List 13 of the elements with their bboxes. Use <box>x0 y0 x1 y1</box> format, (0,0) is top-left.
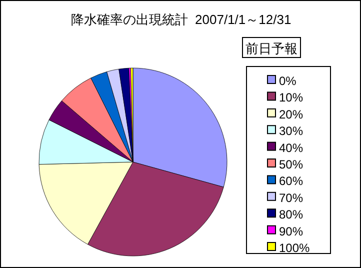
legend-label: 40% <box>279 140 304 155</box>
legend-title: 前日予報 <box>246 41 298 56</box>
legend-label: 80% <box>279 208 304 222</box>
legend-label: 30% <box>279 124 304 138</box>
legend-label: 100% <box>279 241 310 255</box>
legend-label: 60% <box>279 174 304 188</box>
legend-label: 90% <box>279 224 304 238</box>
legend-label: 10% <box>279 90 304 105</box>
chart-title: 降水確率の出現統計 2007/1/1～12/31 <box>70 12 292 27</box>
legend-label: 70% <box>279 190 304 205</box>
legend-label: 50% <box>279 158 304 172</box>
legend-label: 0% <box>279 74 297 88</box>
legend-label: 20% <box>279 107 304 122</box>
